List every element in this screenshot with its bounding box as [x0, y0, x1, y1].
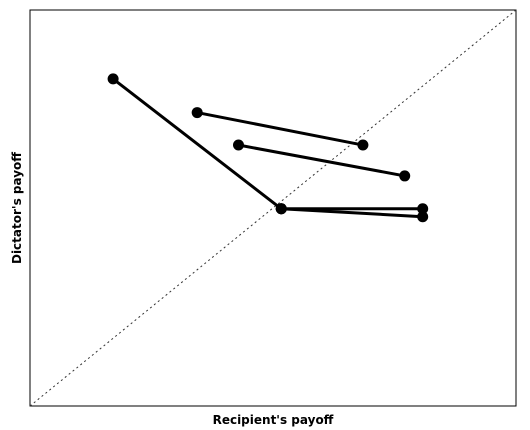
y-axis-label: Dictator's payoff: [10, 152, 24, 264]
segment-3-end-point: [399, 170, 411, 182]
segment-1-start-point: [107, 73, 119, 85]
segment-line-3: [236, 143, 407, 178]
segment-4-end-point: [417, 203, 429, 215]
segment-line-2: [195, 111, 365, 147]
x-axis-label: Recipient's payoff: [213, 413, 334, 427]
segment-3-start-point: [232, 139, 244, 151]
segment-2-start-point: [191, 107, 203, 119]
segment-5-end-point: [417, 211, 429, 223]
segment-2-end-point: [357, 139, 369, 151]
segments-group: [111, 77, 425, 219]
points-group: [107, 73, 429, 223]
segment-line-1: [111, 77, 283, 211]
segment-line-5: [279, 207, 425, 219]
segment-5-start-point: [275, 203, 287, 215]
